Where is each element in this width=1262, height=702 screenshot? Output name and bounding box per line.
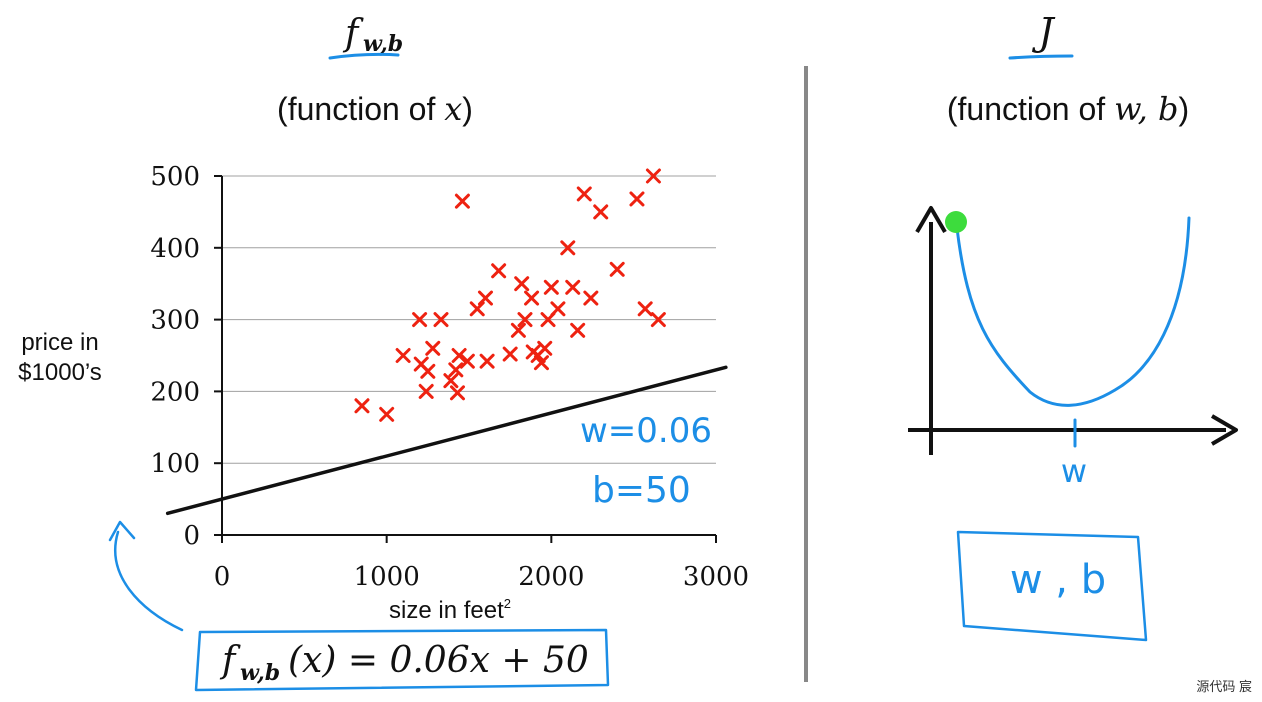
x-tick-label-3: 3000	[683, 562, 749, 592]
chart-fit-line-group	[165, 365, 728, 516]
data-point-30	[550, 301, 566, 317]
right-subtitle-suffix: )	[1178, 91, 1189, 127]
data-point-26	[533, 355, 549, 371]
formula-f: f	[219, 640, 241, 681]
data-point-29	[543, 279, 559, 295]
right-subtitle-prefix: (function of	[947, 91, 1114, 127]
data-point-31	[560, 240, 576, 256]
data-point-40	[645, 168, 661, 184]
right-subtitle: (function of w, b)	[947, 90, 1189, 128]
data-point-17	[479, 353, 495, 369]
y-axis-label-line1: price in	[21, 329, 98, 356]
current-point-dot	[945, 211, 967, 233]
data-point-37	[609, 261, 625, 277]
chart-ticks: 0 100 200 300 400 500 0 1000 2000 3000	[150, 162, 749, 592]
data-point-34	[576, 186, 592, 202]
x-axis-label-text: size in feet	[389, 597, 504, 624]
left-subtitle-prefix: (function of	[277, 91, 444, 127]
data-point-15	[469, 301, 485, 317]
cost-w-label: w	[1061, 452, 1087, 490]
data-point-8	[433, 312, 449, 328]
annotation-arrow-head	[108, 520, 136, 542]
formula-box	[194, 628, 610, 692]
data-point-39	[637, 301, 653, 317]
data-point-11	[449, 385, 465, 401]
data-point-16	[477, 290, 493, 306]
y-tick-label-3: 300	[150, 306, 200, 336]
cost-y-arrow	[915, 206, 947, 234]
data-point-10	[448, 362, 464, 378]
heading-j-underline	[1008, 54, 1074, 60]
y-tick-label-1: 100	[150, 449, 200, 479]
data-point-7	[425, 340, 441, 356]
data-point-12	[451, 348, 467, 363]
data-point-13	[454, 193, 470, 209]
annotation-arrow	[114, 530, 184, 632]
data-point-3	[412, 312, 428, 328]
right-subtitle-var: w, b	[1114, 90, 1178, 128]
data-point-2	[395, 348, 411, 363]
data-point-32	[565, 279, 581, 295]
data-point-35	[583, 290, 599, 306]
formula-subscript: w,b	[240, 660, 280, 686]
data-point-0	[354, 398, 370, 414]
data-point-1	[379, 406, 395, 422]
data-point-14	[459, 353, 475, 369]
w-value-annotation: w=0.06	[580, 411, 712, 451]
data-point-9	[443, 373, 459, 389]
cost-x-arrow	[1210, 414, 1238, 446]
wb-box	[956, 530, 1148, 642]
chart-points	[354, 168, 666, 422]
y-axis-label-line2: $1000’s	[18, 359, 102, 386]
formula-expression: (x) = 0.06x + 50	[288, 640, 589, 681]
data-point-38	[629, 191, 645, 207]
y-tick-label-4: 400	[150, 234, 200, 264]
data-point-23	[524, 290, 540, 306]
heading-underline	[328, 52, 400, 60]
left-subtitle-suffix: )	[462, 91, 473, 127]
data-point-27	[537, 340, 553, 356]
data-point-36	[593, 204, 609, 220]
x-tick-label-0: 0	[214, 562, 231, 592]
data-point-21	[514, 276, 530, 292]
left-subtitle: (function of x)	[277, 90, 473, 128]
heading-f: f	[342, 13, 364, 54]
data-point-18	[491, 263, 507, 279]
wb-box-text: w , b	[1010, 557, 1106, 603]
data-point-6	[420, 363, 436, 379]
x-axis-label-superscript: 2	[504, 596, 511, 611]
heading-j: J	[1031, 10, 1055, 54]
watermark: 源代码 宸	[1196, 679, 1252, 694]
y-tick-label-0: 0	[183, 521, 200, 551]
b-value-annotation: b=50	[592, 470, 691, 511]
x-tick-label-2: 2000	[518, 562, 584, 592]
cost-curve	[955, 216, 1191, 407]
heading-f-subscript: w,b	[363, 31, 403, 57]
y-tick-label-2: 200	[150, 377, 200, 407]
x-tick-label-1: 1000	[354, 562, 420, 592]
data-point-5	[418, 383, 434, 399]
left-subtitle-var: x	[444, 90, 462, 128]
x-axis-label: size in feet2	[389, 596, 511, 624]
data-point-22	[517, 312, 533, 328]
fit-line	[165, 365, 728, 516]
data-point-41	[650, 312, 666, 328]
y-tick-label-5: 500	[150, 162, 200, 192]
data-point-20	[510, 322, 526, 338]
data-point-33	[570, 322, 586, 338]
data-point-19	[502, 346, 518, 362]
